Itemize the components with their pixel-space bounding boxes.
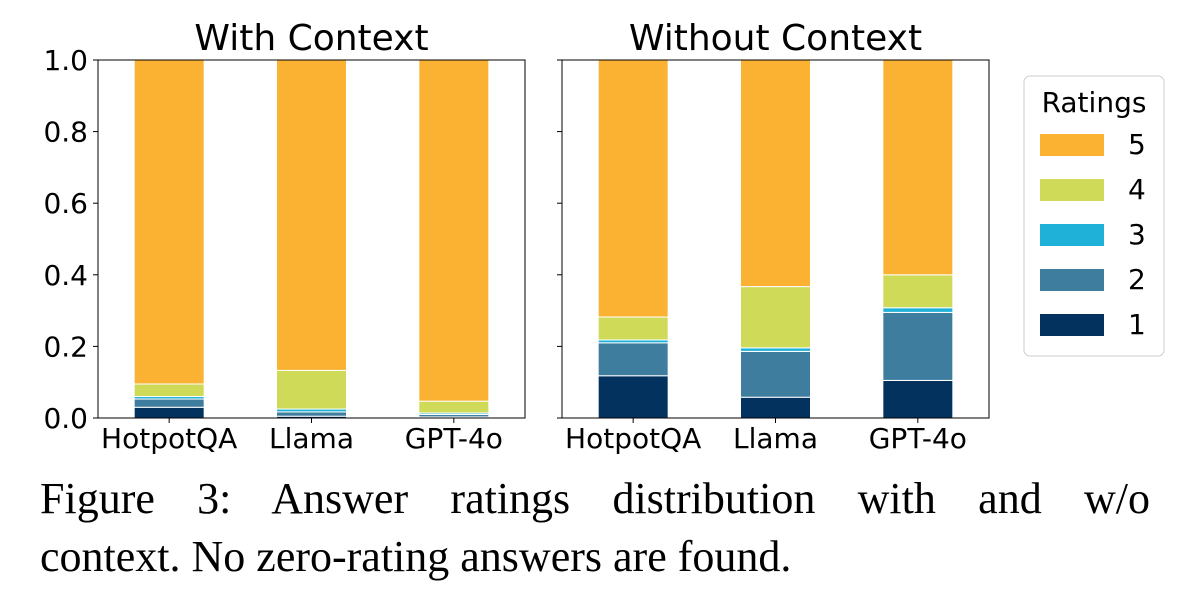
y-tick-label: 0.0 bbox=[43, 402, 88, 435]
x-tick-label: HotpotQA bbox=[565, 422, 701, 455]
x-tick-label: Llama bbox=[269, 422, 354, 455]
bar-segment-llama-rating-1 bbox=[740, 396, 811, 419]
panel-title: Without Context bbox=[629, 18, 922, 59]
x-tick-label: Llama bbox=[733, 422, 818, 455]
plot-frame bbox=[97, 59, 526, 419]
bar-segment-hotpotqa-rating-4 bbox=[597, 316, 669, 341]
bar-segment-llama-rating-3 bbox=[740, 347, 811, 352]
bar-segment-hotpotqa-rating-5 bbox=[133, 59, 205, 385]
caption-line-1: Figure 3: Answer ratings distribution wi… bbox=[40, 474, 1150, 523]
bar-segment-llama-rating-4 bbox=[740, 286, 811, 349]
bar-segment-hotpotqa-rating-2 bbox=[133, 398, 205, 408]
y-tick-label: 0.2 bbox=[43, 330, 88, 363]
legend-title: Ratings bbox=[1042, 86, 1147, 119]
legend-label-2: 2 bbox=[1128, 263, 1146, 296]
legend-swatch-1 bbox=[1040, 314, 1104, 336]
bar-segment-gpt4o-rating-5 bbox=[418, 59, 490, 402]
y-tick-label: 1.0 bbox=[43, 44, 88, 77]
bar-segment-gpt4o-rating-4 bbox=[882, 274, 954, 309]
y-tick-label: 0.4 bbox=[43, 259, 88, 292]
bar-segment-gpt4o-rating-3 bbox=[882, 307, 954, 313]
bar-segment-gpt4o-rating-1 bbox=[882, 379, 954, 419]
x-tick-label: HotpotQA bbox=[101, 422, 237, 455]
y-tick-label: 0.8 bbox=[43, 116, 88, 149]
legend: Ratings 5 4 3 2 1 bbox=[1023, 75, 1165, 357]
panel-title: With Context bbox=[194, 18, 428, 59]
stacked-bar-chart: HotpotQA Llama GPT-4o With Context 0.0 0.2 0.4… bbox=[43, 18, 1165, 455]
x-tick-label: GPT-4o bbox=[405, 422, 503, 455]
figure-caption: Figure 3: Answer ratings distribution wi… bbox=[40, 470, 1150, 586]
legend-label-4: 4 bbox=[1128, 173, 1146, 206]
bar-segment-gpt4o-rating-4 bbox=[418, 400, 490, 414]
chart-panel-2: HotpotQA Llama GPT-4o Without Context bbox=[557, 18, 990, 455]
bar-segment-llama-rating-5 bbox=[740, 59, 811, 288]
bar-segment-gpt4o-rating-2 bbox=[882, 311, 954, 381]
bar-segment-llama-rating-4 bbox=[276, 369, 347, 410]
plot-frame bbox=[561, 59, 990, 419]
bar-segment-gpt4o-rating-5 bbox=[882, 59, 954, 276]
bar-segment-hotpotqa-rating-1 bbox=[133, 406, 205, 419]
bar-segment-hotpotqa-rating-4 bbox=[133, 383, 205, 398]
legend-swatch-2 bbox=[1040, 269, 1104, 291]
chart-panel-1: HotpotQA Llama GPT-4o With Context 0.0 0.2 0.4… bbox=[43, 18, 526, 455]
bar-segment-llama-rating-2 bbox=[740, 350, 811, 398]
bar-segment-llama-rating-2 bbox=[276, 411, 347, 417]
caption-line-2: context. No zero-rating answers are foun… bbox=[40, 532, 792, 581]
bar-segment-llama-rating-5 bbox=[276, 59, 347, 371]
legend-swatch-5 bbox=[1040, 134, 1104, 156]
legend-swatch-4 bbox=[1040, 179, 1104, 201]
bar-segment-hotpotqa-rating-1 bbox=[597, 375, 669, 419]
legend-label-3: 3 bbox=[1128, 218, 1146, 251]
bar-segment-hotpotqa-rating-5 bbox=[597, 59, 669, 318]
bar-segment-hotpotqa-rating-2 bbox=[597, 342, 669, 377]
x-tick-label: GPT-4o bbox=[869, 422, 967, 455]
y-tick-label: 0.6 bbox=[43, 187, 88, 220]
legend-swatch-3 bbox=[1040, 224, 1104, 246]
legend-label-1: 1 bbox=[1128, 308, 1146, 341]
legend-label-5: 5 bbox=[1128, 128, 1146, 161]
